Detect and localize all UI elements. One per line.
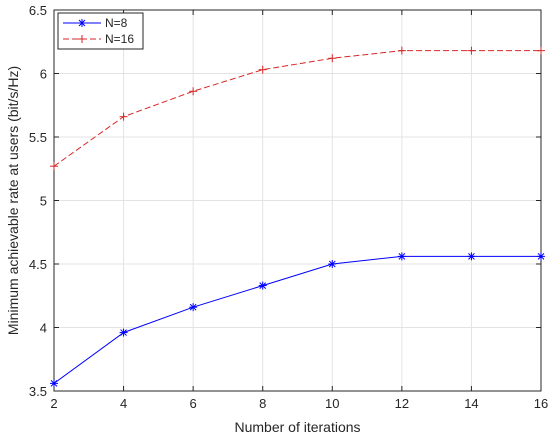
- data-point-marker: [328, 260, 337, 268]
- data-point-marker: [537, 46, 545, 55]
- x-tick-label: 8: [259, 396, 266, 411]
- series-n-8: [50, 252, 545, 388]
- legend: N=8 N=16: [57, 12, 144, 50]
- x-axis-label: Number of iterations: [234, 419, 360, 435]
- data-point-marker: [189, 87, 198, 96]
- y-tick-label: 4: [40, 321, 47, 336]
- legend-marker: [78, 19, 86, 27]
- x-tick-label: 14: [464, 396, 478, 411]
- x-tick-label: 6: [190, 396, 197, 411]
- legend-box: [57, 12, 144, 50]
- legend-label: N=8: [105, 16, 128, 30]
- y-tick-label: 5: [40, 194, 47, 209]
- data-point-marker: [189, 303, 198, 312]
- data-point-marker: [328, 54, 337, 63]
- data-point-marker: [537, 252, 545, 261]
- y-tick-label: 3.5: [29, 384, 47, 399]
- x-tick-label: 12: [395, 396, 409, 411]
- data-point-marker: [258, 65, 267, 74]
- axis-ticks: 2 4 6 8 10 12 14 16 3.5 4 4.5 5 5.5 6 6.5: [29, 3, 548, 411]
- legend-item: N=16: [63, 32, 134, 46]
- legend-item: N=8: [63, 16, 128, 30]
- legend-marker: [78, 35, 86, 43]
- series-line: [53, 50, 541, 167]
- data-point-marker: [50, 162, 58, 171]
- data-point-marker: [50, 379, 58, 388]
- legend-label: N=16: [105, 32, 134, 46]
- y-tick-label: 5.5: [29, 130, 47, 145]
- x-tick-label: 16: [534, 396, 548, 411]
- x-tick-label: 2: [50, 396, 57, 411]
- series-n-16: [50, 46, 545, 171]
- data-point-marker: [397, 46, 406, 55]
- x-tick-label: 10: [325, 396, 339, 411]
- y-tick-label: 6: [40, 67, 47, 82]
- data-point-marker: [119, 328, 128, 337]
- y-tick-label: 4.5: [29, 257, 47, 272]
- data-point-marker: [258, 281, 267, 290]
- data-point-marker: [467, 252, 476, 261]
- grid-lines: [53, 9, 542, 392]
- x-tick-label: 4: [120, 396, 127, 411]
- series-line: [53, 255, 541, 384]
- y-tick-label: 6.5: [29, 3, 47, 18]
- data-point-marker: [119, 112, 128, 121]
- y-axis-label: Minimum achievable rate at users (bit/s/…: [5, 66, 21, 335]
- data-point-marker: [467, 46, 476, 55]
- series-layer: [50, 46, 545, 388]
- data-point-marker: [397, 252, 406, 261]
